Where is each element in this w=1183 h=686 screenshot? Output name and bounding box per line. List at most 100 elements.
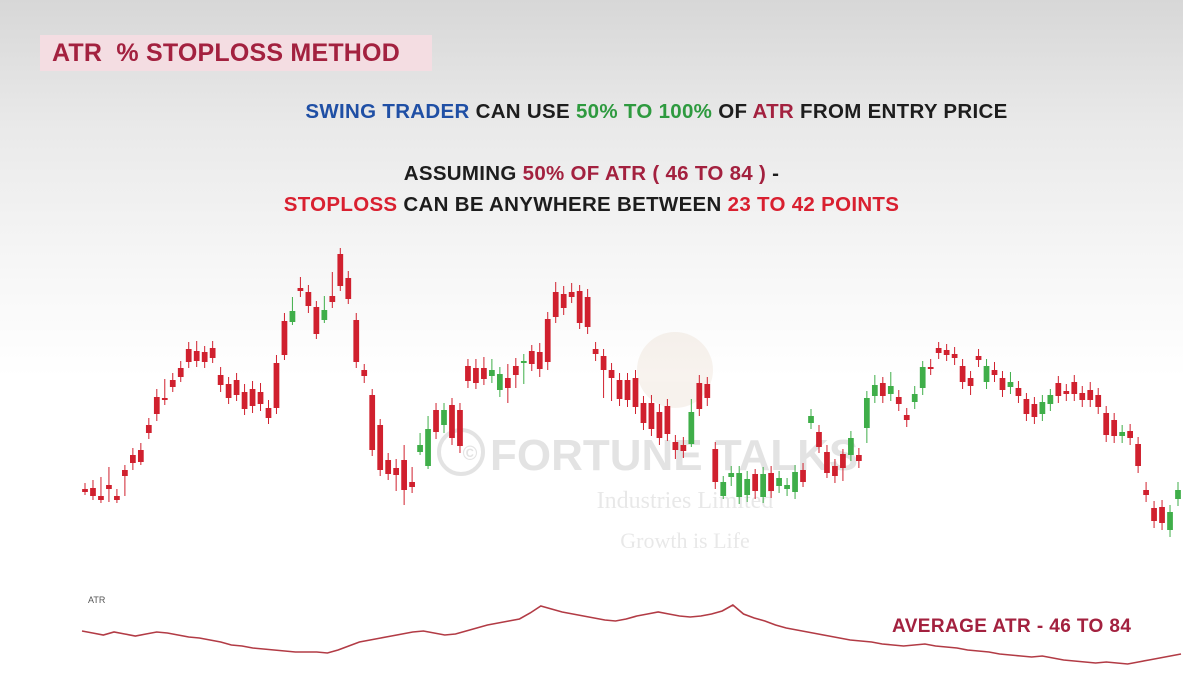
candle-bearish <box>903 415 910 420</box>
candle-bearish <box>584 297 591 327</box>
candle-bearish <box>449 405 455 438</box>
stoploss-part3: 23 TO 42 POINTS <box>727 193 900 216</box>
candle-bearish <box>257 392 264 404</box>
candle-bearish <box>305 292 312 306</box>
candle-bearish <box>1015 388 1022 396</box>
candle-bullish <box>919 367 926 388</box>
candle-bullish <box>520 361 527 363</box>
atr-line <box>81 604 1182 665</box>
candles-group <box>82 248 1181 537</box>
candle-bullish <box>808 416 814 423</box>
candle-bearish <box>832 466 838 476</box>
candle-bearish <box>552 292 559 317</box>
candle-bullish <box>784 485 790 489</box>
candle-bearish <box>465 366 471 381</box>
candle-bearish <box>209 348 216 358</box>
candle-bullish <box>489 370 495 376</box>
candle-bullish <box>496 374 503 390</box>
candle-bearish <box>377 425 384 470</box>
candle-bullish <box>1167 512 1173 530</box>
copyright-glyph: © <box>463 443 478 465</box>
candle-bearish <box>281 321 288 355</box>
candle-bearish <box>233 380 240 395</box>
candle-bearish <box>1143 490 1149 495</box>
candle-bearish <box>201 352 208 362</box>
candle-bearish <box>329 296 336 302</box>
headline-part1: SWING TRADER <box>305 100 470 123</box>
watermark-logo-icon <box>637 332 713 408</box>
candle-bullish <box>887 386 894 394</box>
candle-bearish <box>991 370 998 375</box>
candle-bullish <box>871 385 878 396</box>
candle-bearish <box>680 445 687 451</box>
candle-bullish <box>983 366 990 382</box>
candle-bearish <box>656 412 663 438</box>
candle-bearish <box>161 398 168 400</box>
candle-bullish <box>1175 490 1181 499</box>
candle-bullish <box>688 412 695 444</box>
candle-bearish <box>959 366 966 382</box>
candle-bearish <box>544 319 551 362</box>
candle-bullish <box>911 394 918 402</box>
headline-part4: OF <box>712 100 753 123</box>
headline-part6: FROM ENTRY PRICE <box>794 100 1008 123</box>
candle-bullish <box>1119 432 1126 436</box>
candle-bearish <box>648 403 655 429</box>
candle-bearish <box>632 378 639 407</box>
candle-bullish <box>744 479 751 495</box>
candle-bearish <box>193 351 200 361</box>
candle-bearish <box>401 460 407 490</box>
candle-bearish <box>592 349 599 354</box>
candle-bearish <box>249 389 256 406</box>
candle-bearish <box>114 496 120 500</box>
candle-bearish <box>664 406 671 434</box>
candle-bearish <box>361 370 368 376</box>
candle-bearish <box>704 384 711 398</box>
candle-bullish <box>720 482 727 496</box>
candle-bullish <box>425 429 431 466</box>
candle-bearish <box>1127 431 1133 438</box>
candle-bearish <box>409 482 415 487</box>
watermark-company: Industries Limited <box>597 488 774 514</box>
watermark: © FORTUNE TALKS Industries Limited Growt… <box>437 332 858 553</box>
candle-bearish <box>481 368 487 379</box>
candle-bearish <box>943 350 950 355</box>
candle-bearish <box>824 452 830 473</box>
candle-bearish <box>672 442 679 450</box>
candle-bearish <box>536 352 543 369</box>
candle-bearish <box>895 397 902 404</box>
candle-bullish <box>736 473 743 497</box>
candle-bearish <box>999 378 1006 390</box>
assumption-part1: ASSUMING <box>403 162 523 185</box>
average-atr-annotation: AVERAGE ATR - 46 TO 84 <box>892 616 1131 637</box>
candle-bullish <box>321 310 328 320</box>
candle-bearish <box>927 367 934 369</box>
candle-bearish <box>640 403 647 423</box>
candle-bearish <box>752 474 759 491</box>
stoploss-part2: CAN BE ANYWHERE BETWEEN <box>397 193 728 216</box>
candle-bullish <box>776 478 782 486</box>
candle-bearish <box>624 380 631 400</box>
candle-bearish <box>98 496 104 500</box>
candle-bearish <box>337 254 344 286</box>
assumption-part3: - <box>766 162 780 185</box>
candle-bearish <box>967 378 974 386</box>
candle-bearish <box>840 454 846 468</box>
candle-bearish <box>433 410 439 432</box>
candle-bearish <box>816 432 822 447</box>
candle-bullish <box>728 473 735 477</box>
candle-bearish <box>1095 395 1102 407</box>
candle-bearish <box>177 368 184 377</box>
candle-bearish <box>568 292 575 297</box>
headline-part5: ATR <box>752 100 795 123</box>
candle-bullish <box>1007 382 1014 387</box>
candle-bearish <box>504 378 511 388</box>
candle-bearish <box>1159 507 1165 523</box>
candle-bearish <box>1111 420 1118 436</box>
watermark-brand: FORTUNE TALKS <box>490 431 858 480</box>
candle-bearish <box>185 349 192 362</box>
candle-bearish <box>856 455 862 461</box>
candle-bullish <box>417 445 423 452</box>
candle-bearish <box>712 449 719 482</box>
